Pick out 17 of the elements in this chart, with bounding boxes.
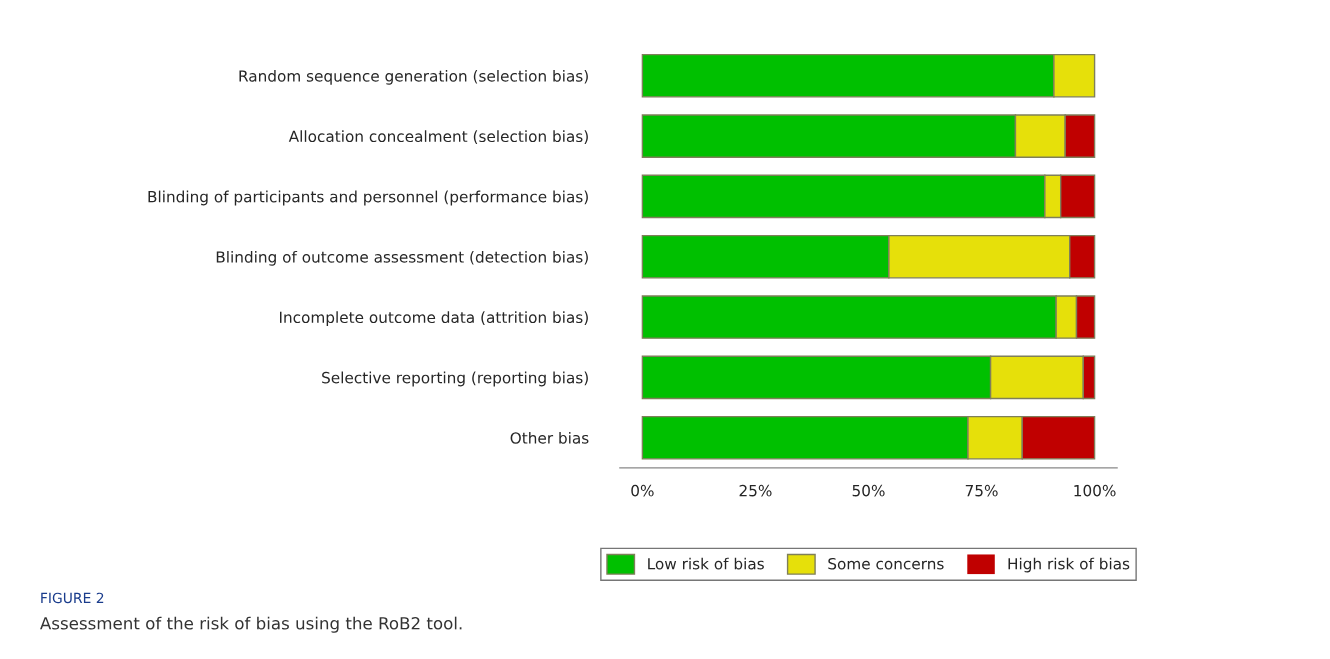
x-tick-label: 0% — [631, 484, 654, 497]
caption: FIGURE 2 — [41, 592, 104, 604]
y-tick-label: Random sequence generation (selection bias) — [239, 69, 588, 85]
y-tick-label: Selective reporting (reporting bias) — [322, 371, 588, 387]
legend-label: High risk of bias — [1008, 557, 1130, 573]
x-tick-label: 25% — [739, 484, 772, 497]
y-tick-label: Allocation concealment (selection bias) — [288, 130, 588, 144]
x-tick-label: 100% — [1074, 484, 1116, 497]
legend-label: Low risk of bias — [648, 557, 764, 570]
x-tick-label: 50% — [852, 484, 885, 497]
x-tick-label: 75% — [965, 484, 998, 497]
y-tick-label: Blinding of participants and personnel (performance bias) — [148, 190, 588, 206]
y-tick-label: Incomplete outcome data (attrition bias) — [279, 311, 588, 327]
y-tick-label: Blinding of outcome assessment (detection bias) — [216, 250, 588, 266]
y-tick-label: Other bias — [510, 431, 589, 444]
text: Assessment of the risk of bias using the RoB2 tool. — [40, 616, 462, 633]
legend-label: Some concerns — [828, 557, 944, 570]
